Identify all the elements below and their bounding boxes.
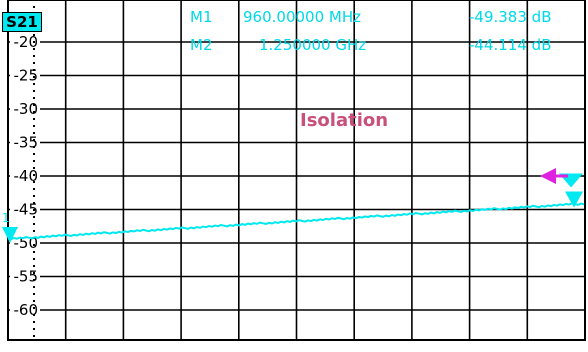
marker-1-frequency: 960.00000 MHz [243,8,361,26]
y-minor-tick [33,279,35,281]
y-minor-tick [33,202,35,204]
y-minor-tick [33,244,35,246]
y-minor-tick [33,265,35,267]
marker-2-value: -44.114 dB [469,36,552,54]
y-tick-label-0: -20 [14,33,39,51]
y-minor-tick [33,55,35,57]
y-minor-tick [33,188,35,190]
y-minor-tick [33,97,35,99]
y-minor-tick [33,181,35,183]
y-minor-tick [33,272,35,274]
y-tick-label-7: -55 [14,268,39,286]
y-tick-label-3: -35 [14,134,39,152]
y-minor-tick [33,209,35,211]
y-minor-tick [33,251,35,253]
y-tick-label-2: -30 [14,100,39,118]
y-tick-bg-7 [10,267,40,286]
y-minor-tick [33,328,35,330]
y-minor-tick [33,83,35,85]
y-minor-tick [33,321,35,323]
y-tick-bg-8 [10,301,40,319]
y-minor-tick [33,139,35,141]
y-tick-bg-0 [10,33,40,51]
y-minor-tick [33,132,35,134]
y-tick-label-8: -60 [14,301,39,319]
y-axis: -20-25-30-35-40-45-50-55-60 [10,6,40,337]
y-minor-tick [33,160,35,162]
y-tick-label-1: -25 [14,67,39,85]
y-minor-tick [33,153,35,155]
y-tick-bg-5 [10,200,40,219]
marker-2-id: M2 [190,36,213,54]
marker-1-id: M1 [190,8,213,26]
y-minor-tick [33,216,35,218]
y-minor-tick [33,41,35,43]
y-minor-tick [33,146,35,148]
marker-1-value: -49.383 dB [469,8,552,26]
y-minor-tick [33,223,35,225]
chart-title: Isolation [300,110,389,131]
y-tick-bg-2 [10,100,40,118]
y-minor-tick [33,174,35,176]
reference-level-marker [540,168,556,184]
trace-label-s21[interactable]: S21 [2,12,42,32]
trace-s21 [7,202,585,241]
grid [7,0,586,341]
y-minor-tick [33,48,35,50]
trace-layer [7,202,585,241]
y-tick-label-4: -40 [14,167,39,185]
y-minor-tick [33,167,35,169]
marker-1-tag: 1 [2,211,10,225]
y-minor-tick [33,293,35,295]
y-tick-bg-1 [10,66,40,85]
y-minor-tick [33,69,35,71]
marker-2-frequency: 1.250000 GHz [259,36,367,54]
y-minor-tick [33,118,35,120]
y-minor-tick [33,111,35,113]
y-minor-tick [33,314,35,316]
y-minor-tick [33,230,35,232]
y-minor-tick [33,307,35,309]
y-minor-tick [33,104,35,106]
y-minor-tick [33,258,35,260]
y-minor-tick [33,195,35,197]
y-minor-tick [33,62,35,64]
marker-1-triangle [2,226,18,243]
y-tick-label-5: -45 [14,201,39,219]
y-minor-tick [33,76,35,78]
y-minor-tick [33,335,35,337]
y-tick-bg-4 [10,167,40,185]
y-minor-tick [33,6,35,8]
marker-2-triangle [565,191,583,208]
y-tick-bg-3 [10,133,40,152]
marker-layer: 1 [2,168,583,243]
y-minor-tick [33,34,35,36]
y-minor-tick [33,125,35,127]
y-minor-tick [33,300,35,302]
y-minor-tick [33,286,35,288]
y-minor-tick [33,90,35,92]
